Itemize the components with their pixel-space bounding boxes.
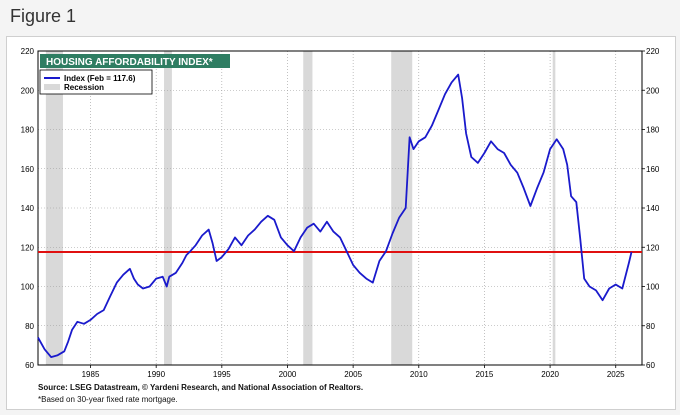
figure-label: Figure 1: [10, 6, 77, 26]
chart-card: [6, 36, 676, 410]
x-tick-label: 2020: [541, 370, 559, 379]
y-axis-right: 60 80 100 120 140 160 180 200 220: [642, 47, 660, 370]
y-tick-label-right: 160: [646, 165, 660, 174]
chart-title-box: HOUSING AFFORDABILITY INDEX*: [40, 54, 230, 68]
x-tick-label: 1985: [82, 370, 100, 379]
x-tick-label: 2025: [607, 370, 625, 379]
y-tick-label-left: 180: [21, 126, 35, 135]
y-tick-label-left: 220: [21, 47, 35, 56]
y-tick-label-right: 100: [646, 283, 660, 292]
y-tick-label-left: 200: [21, 86, 35, 95]
recession-band: [303, 51, 313, 365]
y-axis-left: 60 80 100 120 140 160 180 200 220: [21, 47, 35, 370]
chart-title: HOUSING AFFORDABILITY INDEX*: [46, 57, 213, 68]
x-tick-label: 2010: [410, 370, 428, 379]
legend-recession-swatch: [44, 84, 60, 90]
source-note: Source: LSEG Datastream, © Yardeni Resea…: [38, 383, 364, 392]
y-tick-label-right: 220: [646, 47, 660, 56]
y-tick-label-right: 80: [646, 322, 655, 331]
recession-band: [45, 51, 63, 365]
y-tick-label-left: 140: [21, 204, 35, 213]
y-tick-label-right: 200: [646, 86, 660, 95]
index-series-line: [37, 73, 633, 359]
x-tick-label: 2000: [279, 370, 297, 379]
y-tick-label-left: 160: [21, 165, 35, 174]
chart-title-background: [40, 54, 230, 68]
y-tick-label-left: 100: [21, 283, 35, 292]
legend: Index (Feb = 117.6) Recession: [39, 69, 153, 95]
legend-entry-index: Index (Feb = 117.6): [64, 74, 136, 83]
y-tick-label-left: 120: [21, 243, 35, 252]
y-tick-label-right: 120: [646, 243, 660, 252]
y-tick-label-left: 80: [25, 322, 34, 331]
x-tick-label: 2005: [344, 370, 362, 379]
gridlines: [38, 51, 642, 365]
legend-entry-recession: Recession: [64, 83, 104, 92]
y-tick-label-right: 180: [646, 126, 660, 135]
y-tick-label-right: 60: [646, 361, 655, 370]
y-tick-label-right: 140: [646, 204, 660, 213]
y-tick-label-left: 60: [25, 361, 34, 370]
x-tick-label: 2015: [476, 370, 494, 379]
x-axis: 1985 1990 1995 2000 2005 2010 2015 2020 2025: [82, 365, 625, 379]
x-tick-label: 1995: [213, 370, 231, 379]
footnote: *Based on 30-year fixed rate mortgage.: [38, 395, 178, 404]
x-tick-label: 1990: [147, 370, 165, 379]
